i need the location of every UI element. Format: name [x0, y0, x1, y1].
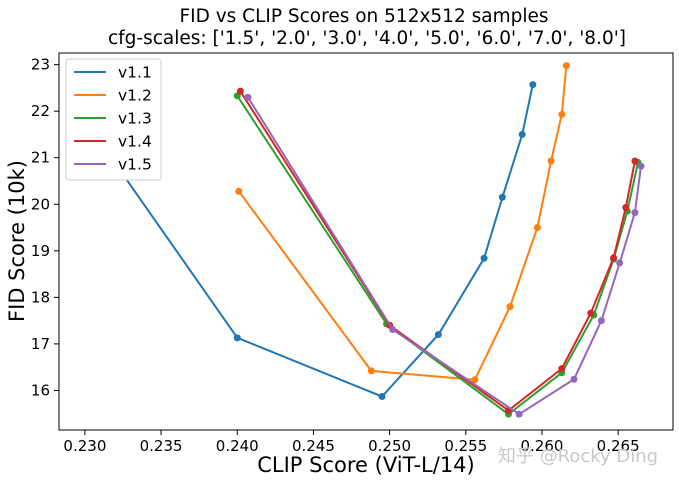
- series-v1.1: [78, 81, 537, 400]
- legend-item: v1.3: [74, 110, 152, 128]
- data-point: [389, 325, 397, 333]
- data-point: [434, 331, 442, 339]
- y-tick-label: 23: [31, 56, 50, 74]
- data-point: [480, 254, 488, 262]
- data-point: [533, 224, 541, 232]
- x-tick-label: 0.265: [597, 437, 640, 455]
- x-tick-label: 0.240: [216, 437, 259, 455]
- data-point: [506, 303, 514, 311]
- data-point: [610, 254, 618, 262]
- y-tick-label: 21: [31, 149, 50, 167]
- data-point: [597, 317, 605, 325]
- data-point: [637, 162, 645, 170]
- legend-box: [65, 58, 162, 181]
- series-layer: [78, 62, 645, 418]
- data-point: [529, 81, 537, 89]
- data-point: [631, 157, 639, 165]
- series-v1.5: [244, 93, 645, 418]
- y-axis: 16 17 18 19 20 21 22 23: [31, 56, 59, 399]
- y-tick-label: 19: [31, 242, 50, 260]
- data-point: [244, 93, 252, 101]
- legend-label: v1.3: [118, 110, 152, 128]
- legend-label: v1.5: [118, 156, 152, 174]
- x-tick-label: 0.235: [140, 437, 183, 455]
- series-line: [247, 96, 642, 416]
- x-axis-label: CLIP Score (ViT-L/14): [257, 453, 475, 477]
- chart-subtitle: cfg-scales: ['1.5', '2.0', '3.0', '4.0',…: [108, 28, 626, 49]
- data-point: [616, 259, 624, 267]
- y-tick-label: 22: [31, 102, 50, 120]
- legend-item: v1.2: [74, 87, 152, 105]
- y-tick-label: 17: [31, 335, 50, 353]
- data-point: [498, 193, 506, 201]
- data-point: [570, 375, 578, 383]
- series-line: [81, 84, 534, 398]
- y-tick-label: 16: [31, 381, 50, 399]
- x-axis: 0.230 0.235 0.240 0.245 0.250 0.255 0.260 0.265: [63, 430, 640, 455]
- y-axis-label: FID Score (10k): [5, 160, 29, 322]
- legend-item: v1.1: [74, 64, 152, 82]
- x-tick-label: 0.255: [444, 437, 487, 455]
- legend-label: v1.1: [118, 64, 152, 82]
- data-point: [236, 87, 244, 95]
- data-point: [558, 365, 566, 373]
- legend-label: v1.2: [118, 87, 152, 105]
- data-point: [378, 392, 386, 400]
- data-point: [587, 309, 595, 317]
- legend-label: v1.4: [118, 133, 152, 151]
- series-line: [237, 65, 568, 381]
- legend-item: v1.5: [74, 156, 152, 174]
- data-point: [233, 334, 241, 342]
- data-point: [547, 157, 555, 165]
- chart-title: FID vs CLIP Scores on 512x512 samples: [179, 6, 548, 27]
- x-tick-label: 0.260: [520, 437, 563, 455]
- x-tick-label: 0.250: [368, 437, 411, 455]
- data-point: [518, 130, 526, 138]
- data-point: [622, 204, 630, 212]
- data-point: [471, 376, 479, 384]
- data-point: [562, 62, 570, 70]
- watermark: 知乎 @Rocky Ding: [498, 446, 658, 467]
- data-point: [631, 209, 639, 217]
- data-point: [558, 110, 566, 118]
- data-point: [367, 367, 375, 375]
- x-tick-label: 0.230: [63, 437, 106, 455]
- data-point: [235, 187, 243, 195]
- legend: v1.1 v1.2 v1.3 v1.4 v1.5: [65, 58, 162, 181]
- legend-item: v1.4: [74, 133, 152, 151]
- x-tick-label: 0.245: [292, 437, 335, 455]
- data-point: [515, 410, 523, 418]
- series-v1.2: [235, 62, 570, 384]
- y-tick-label: 18: [31, 288, 50, 306]
- y-tick-label: 20: [31, 195, 50, 213]
